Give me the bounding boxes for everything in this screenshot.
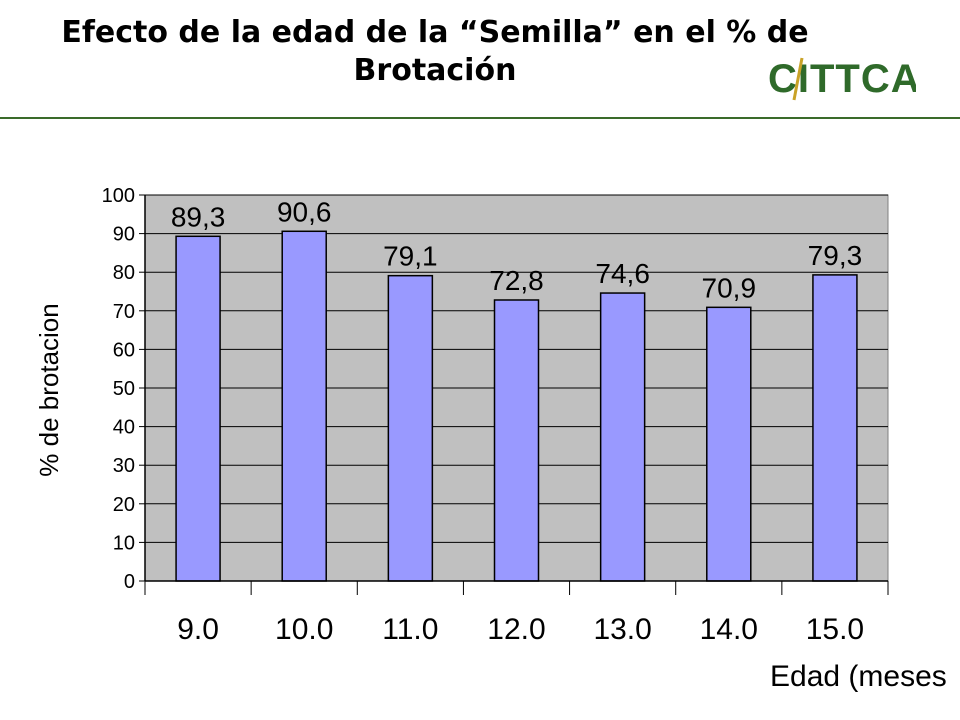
x-tick-label: 9.0	[177, 613, 219, 646]
y-tick-label: 90	[113, 224, 135, 246]
bar	[281, 230, 327, 582]
bar-data-label: 74,6	[595, 258, 650, 289]
x-tick-label: 15.0	[806, 613, 864, 646]
logo-accent	[792, 57, 804, 101]
y-axis: 0 10 20 30 40 50 60 70 80 90 100	[102, 185, 146, 593]
slide-title-line-2: Brotación	[353, 53, 517, 88]
bar-chart: 89,3 90,6 79,1 72,8 74,6 70,9 79,3 0 10 20 30 40 50…	[34, 185, 947, 693]
bar	[175, 235, 221, 582]
y-tick-label: 0	[124, 571, 135, 593]
y-tick-label: 20	[113, 494, 135, 516]
bars	[175, 230, 858, 582]
logo-text: CITTCA	[768, 57, 916, 101]
bar	[812, 274, 858, 582]
bar-data-label: 72,8	[489, 265, 544, 296]
x-tick-label: 12.0	[487, 613, 545, 646]
x-axis: 9.0 10.0 11.0 12.0 13.0 14.0 15.0	[144, 580, 889, 646]
cittca-logo: CITTCA	[768, 57, 916, 101]
y-tick-label: 50	[113, 378, 135, 400]
y-tick-label: 40	[113, 417, 135, 439]
bar-data-label: 79,3	[808, 240, 863, 271]
y-tick-label: 10	[113, 532, 135, 554]
bar	[706, 306, 752, 582]
y-tick-label: 30	[113, 455, 135, 477]
y-axis-label: % de brotacion	[34, 303, 64, 476]
slide-title: Efecto de la edad de la “Semilla” en el …	[0, 14, 870, 90]
data-labels: 89,3 90,6 79,1 72,8 74,6 70,9 79,3	[171, 196, 862, 303]
x-tick-label: 13.0	[593, 613, 651, 646]
x-tick-label: 11.0	[382, 613, 438, 646]
x-tick-label: 10.0	[275, 613, 333, 646]
y-tick-label: 60	[113, 339, 135, 361]
bar	[387, 274, 434, 582]
bar-data-label: 89,3	[171, 201, 226, 232]
y-tick-label: 70	[113, 301, 135, 323]
y-tick-label: 80	[113, 262, 135, 284]
bar-data-label: 79,1	[383, 241, 438, 272]
bar-data-label: 90,6	[277, 196, 332, 227]
x-tick-label: 14.0	[700, 613, 758, 646]
bar	[599, 292, 646, 582]
bar-data-label: 70,9	[702, 272, 757, 303]
bar	[493, 299, 540, 582]
slide-title-line-1: Efecto de la edad de la “Semilla” en el …	[61, 15, 809, 50]
title-divider	[0, 117, 960, 119]
x-axis-label: Edad (meses	[770, 660, 947, 693]
y-tick-label: 100	[102, 185, 135, 207]
